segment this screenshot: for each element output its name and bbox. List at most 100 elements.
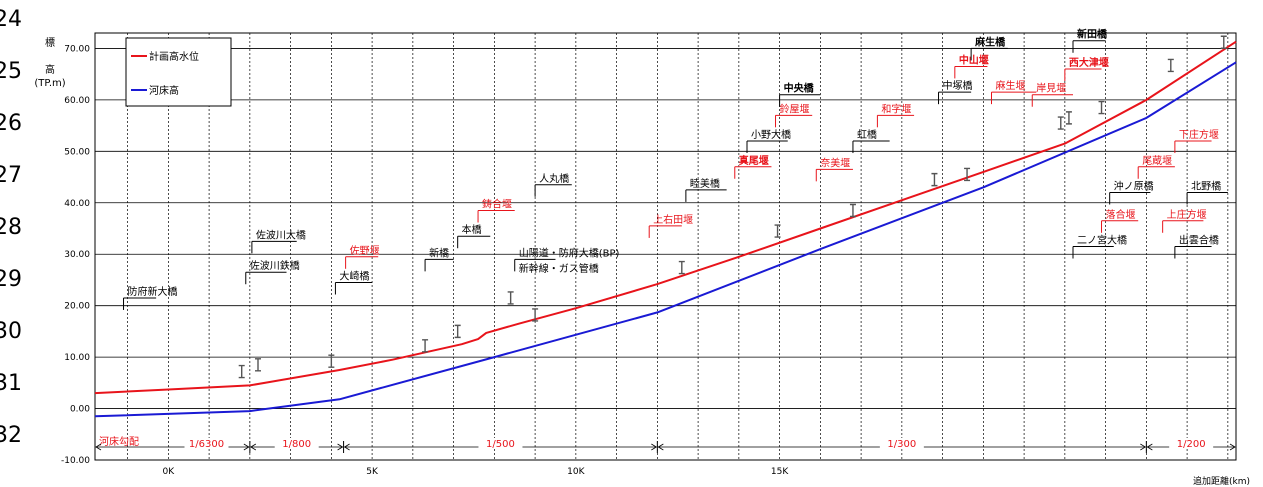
bridge-markers: [238, 35, 1227, 379]
y-axis-label-line: (TP.m): [34, 78, 65, 89]
structure-label: 佐波川鉄橋: [245, 259, 300, 285]
structure-label: 北野橋: [1186, 179, 1228, 205]
row-number: 31: [0, 371, 22, 396]
structure-label: 岸見堰: [1031, 83, 1073, 107]
structure-label-text: 麻生橋: [974, 35, 1006, 48]
planned-water-level-line: [94, 40, 1237, 395]
bridge-marker-stem: [1167, 58, 1174, 73]
y-axis-label-line: 高: [45, 63, 55, 76]
bridge-marker: [1220, 35, 1227, 49]
structure-label: 真尾堰: [734, 154, 772, 179]
structure-label: 上庄方堰: [1162, 208, 1207, 233]
bridge-marker: [238, 364, 245, 379]
gradient-segment: 1/300: [657, 438, 1147, 453]
legend-label: 河床高: [149, 84, 179, 97]
structure-label-text: 佐野堰: [350, 245, 380, 257]
structure-label-text: 中塚橋: [943, 79, 973, 92]
structure-label-text: 二ノ宮大橋: [1077, 234, 1127, 247]
gradient-arrows: [343, 443, 658, 451]
structure-label: 本橋: [457, 223, 491, 249]
structure-label-text: 中山堰: [959, 53, 989, 66]
bed-gradient-segments: 河床勾配 1/6300 1/800 1/500 1/300 1/200: [95, 435, 1237, 453]
structure-label: 和字堰: [876, 102, 915, 128]
row-number: 32: [0, 423, 22, 448]
gradient-arrows: [250, 443, 344, 451]
structure-label: 小野大橋: [746, 128, 791, 154]
structure-label: 落合堰: [1101, 208, 1139, 233]
structure-label-text: 西大津堰: [1069, 56, 1109, 69]
structure-label: 尾蔵堰: [1137, 154, 1175, 179]
bridge-marker: [532, 308, 539, 322]
structure-label-text: 出雲合橋: [1179, 234, 1219, 247]
x-tick-label: 15K: [771, 467, 789, 477]
structure-label-text: 防府新大橋: [128, 285, 178, 298]
structure-label: 麻生堰: [991, 79, 1037, 105]
gradient-segment: 1/200: [1146, 438, 1237, 453]
y-tick-label: 60.00: [64, 96, 90, 106]
structure-label: 奈美堰: [815, 156, 853, 182]
structure-label-text: 新幹線・ガス管橋: [519, 262, 599, 275]
structure-label-text: 佐波川鉄橋: [250, 259, 300, 272]
riverbed-line: [94, 61, 1237, 418]
structure-label-text: 新田橋: [1077, 28, 1108, 41]
gradient-label: 1/500: [486, 439, 515, 450]
structure-label-text: 大崎橋: [339, 270, 369, 283]
legend-entry: 計画高水位: [131, 50, 199, 63]
gradient-arrows: [657, 443, 1147, 451]
bridge-marker: [255, 358, 261, 372]
bridge-marker-stem: [422, 339, 429, 353]
y-tick-label: 70.00: [64, 44, 90, 54]
row-number: 24: [0, 7, 22, 32]
bridge-marker-stem: [1065, 111, 1072, 125]
gradient-title: 河床勾配: [99, 435, 139, 448]
structure-label: 麻生橋: [970, 35, 1008, 61]
gradient-label-bg: [879, 438, 924, 449]
structure-label: 人丸橋: [534, 172, 572, 197]
structure-label: 中山堰: [954, 53, 989, 79]
structure-label: 西大津堰: [1064, 56, 1109, 82]
structure-label-text: 山陽道・防府大橋(BP): [519, 246, 620, 259]
gradient-label: 1/200: [1177, 439, 1206, 450]
row-number: 30: [0, 319, 22, 344]
bridge-marker-stem: [1057, 116, 1064, 130]
structure-label-text: 北野橋: [1191, 179, 1221, 192]
gradient-label-bg: [274, 438, 319, 449]
series-lines: [94, 40, 1237, 418]
structure-label: 新幹線・ガス管橋: [519, 262, 599, 275]
bridge-marker: [1057, 116, 1064, 130]
row-number: 29: [0, 267, 22, 292]
bridge-marker: [454, 324, 461, 339]
y-tick-label: 10.00: [64, 353, 90, 363]
vertical-gridlines: [127, 33, 1229, 460]
structure-label: 沖ノ原橋: [1109, 179, 1154, 205]
structure-label-text: 奈美堰: [820, 156, 850, 169]
bridge-marker-stem: [238, 364, 245, 379]
structure-label-text: 真尾堰: [739, 154, 769, 167]
bridge-marker: [849, 203, 856, 218]
bridge-marker: [507, 291, 514, 305]
structure-label: 上右田堰: [648, 213, 693, 238]
row-number: 25: [0, 59, 22, 84]
bridge-marker: [931, 172, 938, 187]
structure-label: 防府新大橋: [123, 285, 178, 310]
structure-label: 佐波川大橋: [251, 228, 306, 254]
gradient-label-bg: [478, 438, 523, 449]
bridge-marker-stem: [1098, 100, 1105, 115]
y-axis-label: 標高 (TP.m): [34, 36, 65, 89]
row-number: 27: [0, 163, 22, 188]
bridge-marker-stem: [931, 172, 938, 187]
structure-label-text: 上右田堰: [653, 213, 693, 226]
bridge-marker-stem: [532, 308, 539, 322]
bridge-marker-stem: [849, 203, 856, 218]
structure-label: 佐野堰: [345, 245, 380, 269]
structure-label: 中央橋: [779, 82, 821, 107]
structure-label-text: 岸見堰: [1036, 83, 1066, 95]
structure-label: 中塚橋: [938, 79, 973, 105]
bridge-marker: [678, 260, 685, 275]
bridge-marker-stem: [454, 324, 461, 339]
y-tick-label: 50.00: [64, 147, 90, 157]
structure-label-text: 中央橋: [784, 82, 815, 95]
